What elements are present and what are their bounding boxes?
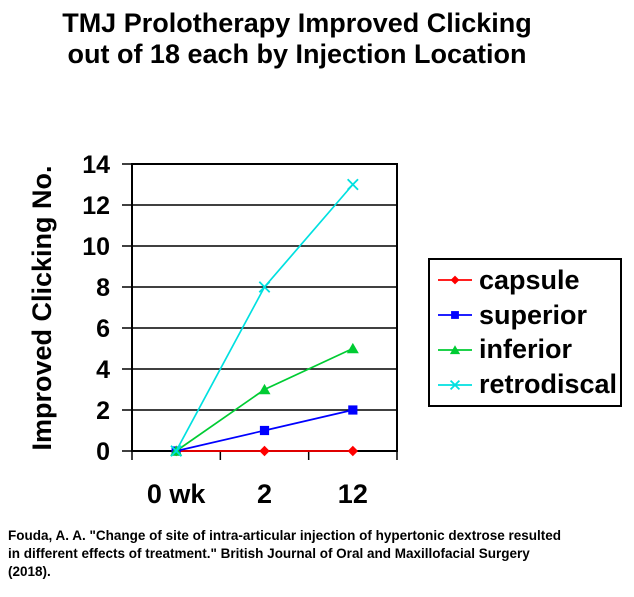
citation-line2: in different effects of treatment." Brit… xyxy=(8,546,530,561)
y-tick-label: 4 xyxy=(96,356,110,384)
gridlines xyxy=(132,204,397,411)
y-tick-label: 12 xyxy=(82,192,110,220)
citation-line1: Fouda, A. A. "Change of site of intra-ar… xyxy=(8,528,561,543)
diamond-marker-icon xyxy=(347,445,359,457)
triangle-marker-icon xyxy=(258,383,271,395)
legend-key-diamond xyxy=(438,275,472,285)
legend-label: superior xyxy=(479,299,588,330)
chart-title-line2: out of 18 each by Injection Location xyxy=(67,39,527,69)
legend-key-x xyxy=(438,379,472,390)
square-marker-icon xyxy=(348,405,358,415)
diamond-marker-icon xyxy=(259,445,270,457)
series-inferior xyxy=(170,342,359,456)
y-tick-label: 6 xyxy=(96,315,110,343)
legend-key-square xyxy=(438,311,472,320)
legend: capsule superior inferior retrodiscal xyxy=(428,258,622,407)
y-axis-tick-labels: 0 2 4 6 8 10 12 14 xyxy=(82,151,110,466)
chart-title: TMJ Prolotherapy Improved Clicking out o… xyxy=(0,8,594,70)
legend-label: capsule xyxy=(479,264,580,295)
series-capsule xyxy=(170,445,359,457)
legend-item-retrodiscal: retrodiscal xyxy=(438,369,618,401)
series-retrodiscal xyxy=(170,178,359,457)
chart-title-line1: TMJ Prolotherapy Improved Clicking xyxy=(62,8,532,38)
citation: Fouda, A. A. "Change of site of intra-ar… xyxy=(8,527,630,581)
legend-label: inferior xyxy=(479,334,573,365)
square-marker-icon xyxy=(451,311,459,320)
legend-label: retrodiscal xyxy=(479,369,618,400)
x-marker-icon xyxy=(258,281,271,293)
citation-line3: (2018). xyxy=(8,564,51,579)
x-tick-label: 2 xyxy=(257,479,272,509)
y-tick-label: 10 xyxy=(82,233,110,261)
x-marker-icon xyxy=(449,379,461,390)
series-line xyxy=(175,347,354,452)
square-marker-icon xyxy=(259,425,270,436)
x-marker-icon xyxy=(346,178,359,191)
x-axis-tick-labels: 0 wk 2 12 xyxy=(147,479,368,509)
x-tick-label: 12 xyxy=(338,479,368,509)
y-tick-label: 14 xyxy=(82,151,110,179)
legend-item-capsule: capsule xyxy=(438,264,618,296)
triangle-marker-icon xyxy=(449,345,461,354)
x-tick-label: 0 wk xyxy=(147,479,207,509)
axis-ticks xyxy=(122,163,398,460)
triangle-marker-icon xyxy=(346,342,359,354)
y-tick-label: 8 xyxy=(96,274,110,302)
legend-item-superior: superior xyxy=(438,299,618,331)
legend-key-triangle xyxy=(438,345,472,354)
y-tick-label: 0 xyxy=(96,438,110,466)
diamond-marker-icon xyxy=(450,275,460,285)
legend-item-inferior: inferior xyxy=(438,334,618,366)
series-line xyxy=(175,183,354,452)
x-marker-icon xyxy=(170,445,183,457)
y-tick-label: 2 xyxy=(96,397,110,425)
